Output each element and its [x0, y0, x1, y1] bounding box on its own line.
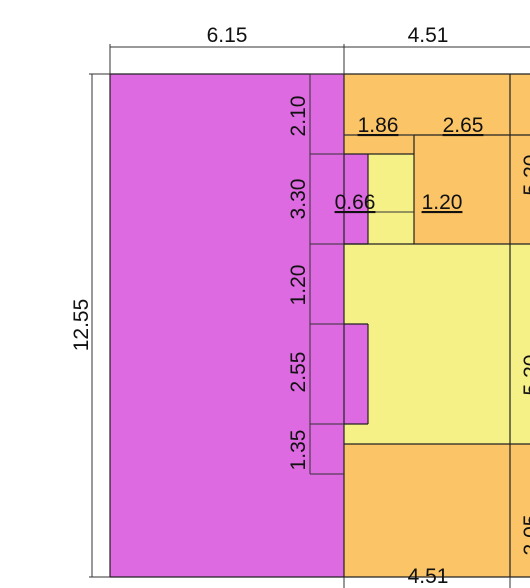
left-dimension — [89, 73, 110, 578]
dim-seg-3: 1.20 — [287, 265, 310, 306]
dim-seg-2: 3.30 — [287, 179, 310, 220]
dim-right-lower: 2.05 — [520, 515, 530, 556]
dim-inner-0-66: 0.66 — [335, 191, 376, 214]
dim-total-height: 12.55 — [70, 299, 93, 352]
yellow-zone — [344, 244, 530, 444]
inner-dimension-lines — [344, 134, 414, 213]
bottom-dimension — [343, 577, 511, 588]
yellow-insert — [368, 154, 414, 244]
dim-top-left-width: 6.15 — [207, 24, 248, 47]
orange-zone-lower — [344, 444, 530, 577]
magenta-zone — [110, 74, 344, 577]
magenta-step-upper — [344, 154, 368, 244]
top-dimension — [109, 44, 530, 74]
dim-seg-5: 1.35 — [287, 430, 310, 471]
magenta-step-lower — [344, 324, 368, 424]
dim-bottom-width: 4.51 — [408, 565, 449, 588]
dim-inner-1-86: 1.86 — [358, 114, 399, 137]
dim-right-middle: 5.20 — [520, 355, 530, 396]
dim-inner-2-65: 2.65 — [443, 114, 484, 137]
dim-top-right-width: 4.51 — [408, 24, 449, 47]
dim-inner-1-20: 1.20 — [422, 191, 463, 214]
dim-right-upper: 5.20 — [520, 155, 530, 196]
dim-seg-1: 2.10 — [287, 96, 310, 137]
segment-guides — [309, 73, 344, 475]
dim-seg-4: 2.55 — [287, 352, 310, 393]
